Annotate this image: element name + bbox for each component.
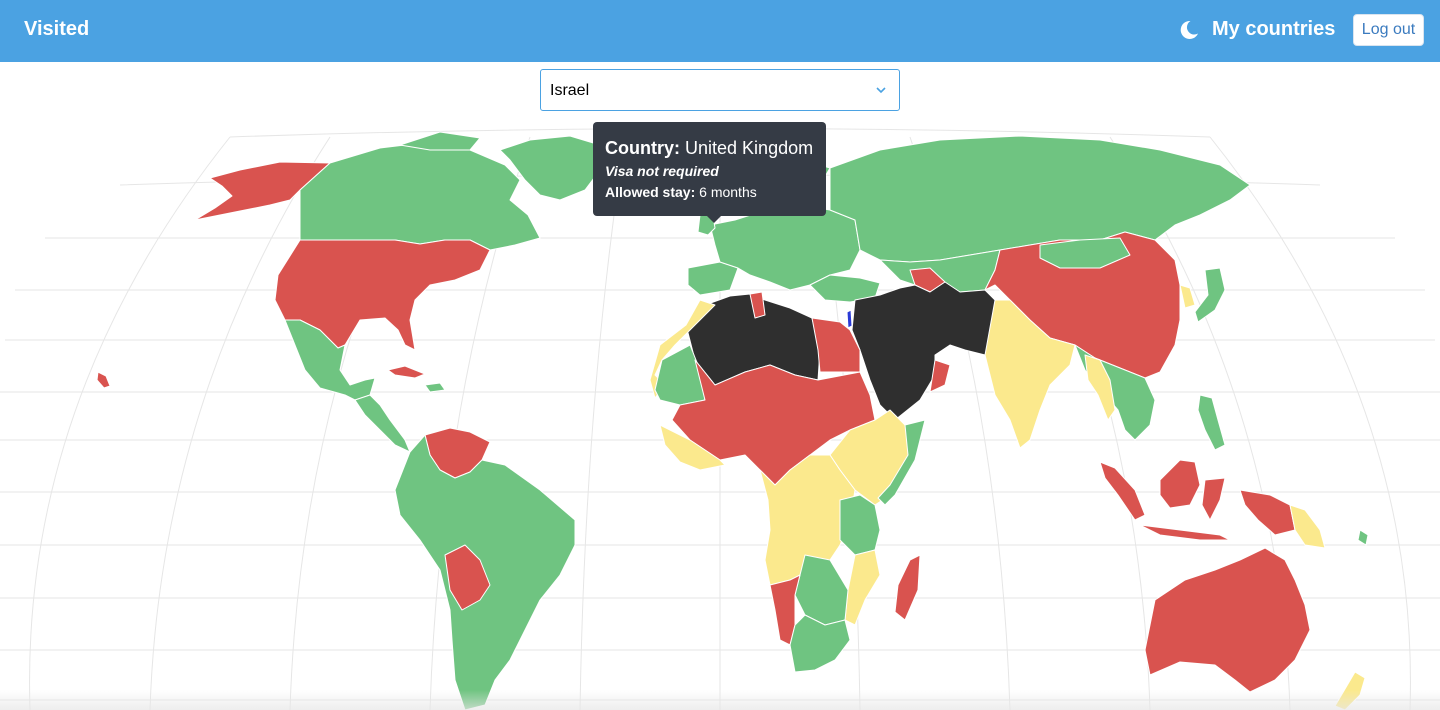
map-country-mexico[interactable] <box>284 319 376 401</box>
map-country-oman[interactable] <box>929 359 951 393</box>
map-country-madagascar[interactable] <box>894 554 921 621</box>
map-country-china[interactable] <box>984 231 1181 379</box>
world-map[interactable] <box>0 112 1440 710</box>
map-country-south-africa[interactable] <box>789 614 851 673</box>
map-country-cuba[interactable] <box>387 365 426 379</box>
map-country-canada-islands[interactable] <box>399 131 481 151</box>
tooltip-stay-value: 6 months <box>699 184 757 200</box>
map-country-korea[interactable] <box>1179 284 1196 309</box>
map-country-new-guinea[interactable] <box>1239 489 1296 536</box>
map-country-indonesia[interactable] <box>1099 461 1146 521</box>
bottom-fade <box>0 690 1440 710</box>
tooltip-stay-line: Allowed stay: 6 months <box>605 184 814 200</box>
map-country-philippines[interactable] <box>1197 394 1226 451</box>
tooltip-arrow <box>707 216 721 223</box>
map-country-hawaii[interactable] <box>96 371 111 389</box>
map-country-central-america[interactable] <box>354 394 411 453</box>
map-country-egypt[interactable] <box>811 317 861 373</box>
map-country-turkey[interactable] <box>809 274 881 303</box>
tooltip-stay-label: Allowed stay: <box>605 184 696 200</box>
map-country-west-africa[interactable] <box>659 424 726 471</box>
country-select[interactable]: Israel <box>540 69 900 111</box>
map-country-central-africa[interactable] <box>759 454 856 586</box>
tooltip-visa-status: Visa not required <box>605 163 719 179</box>
map-country-papua-new-guinea[interactable] <box>1289 504 1326 549</box>
map-country-japan[interactable] <box>1194 267 1226 323</box>
brand-link[interactable]: Visited <box>24 18 90 40</box>
chevron-down-icon <box>876 87 886 94</box>
map-country-greenland[interactable] <box>499 135 601 201</box>
map-country-tunisia[interactable] <box>749 291 766 319</box>
tooltip-country-line: Country: United Kingdom <box>605 138 814 158</box>
map-country-myanmar[interactable] <box>1084 354 1116 421</box>
map-country-caribbean[interactable] <box>424 382 446 393</box>
map-country-indonesia-east[interactable] <box>1139 524 1231 541</box>
map-country-sulawesi[interactable] <box>1201 477 1226 521</box>
map-country-southern-central[interactable] <box>794 554 849 626</box>
tooltip-country-label: Country: <box>605 138 680 158</box>
logout-button[interactable]: Log out <box>1353 14 1424 46</box>
map-country-india[interactable] <box>984 299 1076 449</box>
moon-icon[interactable] <box>1178 19 1200 41</box>
map-country-israel[interactable] <box>846 309 853 329</box>
map-country-middle-east[interactable] <box>851 281 1001 421</box>
map-country-borneo[interactable] <box>1159 459 1201 509</box>
map-country-spain[interactable] <box>687 261 739 296</box>
map-country-alaska[interactable] <box>194 161 331 221</box>
map-country-somalia[interactable] <box>877 419 926 506</box>
tooltip-country-name: United Kingdom <box>685 138 814 158</box>
map-country-pacific-islands[interactable] <box>1357 529 1369 546</box>
country-tooltip: Country: United Kingdom Visa not require… <box>593 122 826 216</box>
map-country-bolivia[interactable] <box>444 544 491 611</box>
country-select-value: Israel <box>550 82 590 99</box>
map-country-tanzania[interactable] <box>839 494 881 556</box>
map-country-canada[interactable] <box>299 141 541 251</box>
navbar: Visited My countries Log out <box>0 0 1440 62</box>
map-country-mozambique[interactable] <box>844 549 881 626</box>
map-country-australia[interactable] <box>1144 547 1311 693</box>
map-country-mongolia[interactable] <box>1039 237 1131 269</box>
my-countries-link[interactable]: My countries <box>1212 18 1336 40</box>
